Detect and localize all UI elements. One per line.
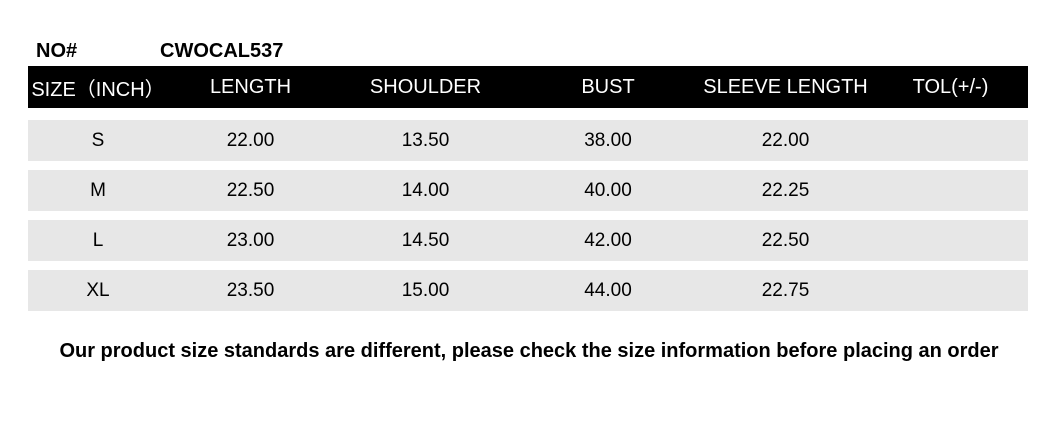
cell-s-size: S	[91, 129, 105, 151]
column-header-sleeve_length: SLEEVE LENGTH	[703, 75, 868, 98]
column-header-size: SIZE（INCH）	[31, 78, 165, 101]
cell-l-length: 23.00	[226, 229, 275, 251]
cell-l-size: L	[92, 229, 104, 251]
column-header-tol: TOL(+/-)	[912, 75, 989, 98]
cell-xl-sleeve_length: 22.75	[761, 279, 810, 301]
column-header-length: LENGTH	[209, 75, 292, 98]
cell-m-shoulder: 14.00	[401, 179, 450, 201]
column-header-shoulder: SHOULDER	[369, 75, 482, 98]
cell-m-length: 22.50	[226, 179, 275, 201]
cell-xl-bust: 44.00	[584, 279, 632, 301]
cell-l-bust: 42.00	[584, 229, 632, 251]
table-row-s: S 22.00 13.50 38.00 22.00	[28, 120, 1028, 161]
cell-s-sleeve_length: 22.00	[761, 129, 810, 151]
cell-l-shoulder: 14.50	[401, 229, 450, 251]
cell-xl-length: 23.50	[226, 279, 275, 301]
cell-l-sleeve_length: 22.50	[761, 229, 810, 251]
cell-s-length: 22.00	[226, 129, 275, 151]
table-row-l: L 23.00 14.50 42.00 22.50	[28, 220, 1028, 261]
product-number-line: NO# CWOCAL537	[36, 40, 283, 62]
cell-s-shoulder: 13.50	[401, 129, 450, 151]
cell-s-bust: 38.00	[584, 129, 632, 151]
table-row-xl: XL 23.50 15.00 44.00 22.75	[28, 270, 1028, 311]
product-number-value: CWOCAL537	[160, 40, 284, 62]
product-number-label: NO#	[36, 40, 78, 62]
table-row-m: M 22.50 14.00 40.00 22.25	[28, 170, 1028, 211]
column-header-bust: BUST	[581, 75, 635, 98]
size-note: Our product size standards are different…	[59, 340, 999, 362]
size-table: SIZE（INCH） LENGTH SHOULDER BUST SLEEVE LENGT…	[28, 66, 1028, 311]
cell-m-sleeve_length: 22.25	[761, 179, 810, 201]
size-table-header-row: SIZE（INCH） LENGTH SHOULDER BUST SLEEVE LENGT…	[28, 66, 1028, 108]
cell-m-bust: 40.00	[584, 179, 632, 201]
cell-m-size: M	[90, 179, 106, 201]
cell-xl-size: XL	[86, 279, 110, 301]
size-table-body: S 22.00 13.50 38.00 22.00 M 22.50 14.00 40.00 22.…	[28, 120, 1028, 311]
cell-xl-shoulder: 15.00	[401, 279, 450, 301]
